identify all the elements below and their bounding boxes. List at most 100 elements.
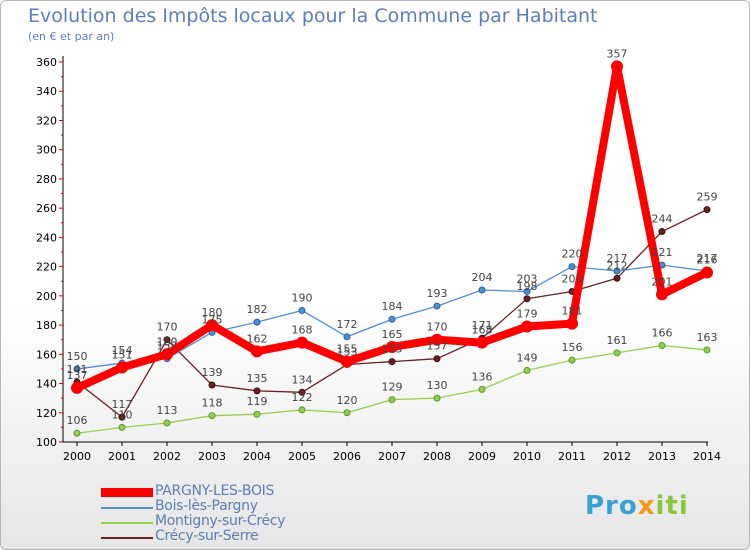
- data-point-crecy: [298, 388, 306, 396]
- data-label-pargny: 137: [67, 369, 88, 382]
- data-label-pargny: 180: [202, 306, 223, 319]
- data-point-montigny: [298, 406, 306, 414]
- data-point-pargny: [566, 317, 578, 330]
- data-point-montigny: [343, 409, 351, 417]
- data-label-crecy: 117: [112, 398, 133, 411]
- logo-text-x: x: [637, 491, 656, 521]
- data-label-pargny: 179: [517, 308, 538, 321]
- x-tick-label: 2014: [693, 450, 721, 463]
- data-point-bois: [568, 263, 576, 271]
- logo-text-p: Pro: [585, 491, 638, 521]
- data-label-montigny: 130: [427, 379, 448, 392]
- data-label-bois: 203: [517, 272, 538, 285]
- data-point-montigny: [658, 342, 666, 350]
- data-point-montigny: [568, 356, 576, 364]
- data-point-pargny: [341, 355, 353, 368]
- data-point-crecy: [433, 355, 441, 363]
- data-label-crecy: 139: [202, 366, 223, 379]
- y-tick-label: 340: [36, 85, 57, 98]
- legend-item-montigny: Montigny-sur-Crécy: [101, 513, 361, 530]
- data-point-bois: [73, 365, 81, 373]
- data-point-montigny: [208, 412, 216, 420]
- y-tick-label: 140: [36, 378, 57, 391]
- data-point-pargny: [251, 345, 263, 358]
- data-label-crecy: 135: [247, 372, 268, 385]
- data-label-bois: 220: [562, 248, 583, 261]
- x-tick-label: 2011: [558, 450, 586, 463]
- chart-title: Evolution des Impôts locaux pour la Comm…: [28, 5, 598, 27]
- data-label-montigny: 129: [382, 381, 403, 394]
- x-tick-label: 2002: [153, 450, 181, 463]
- data-point-bois: [343, 333, 351, 341]
- data-label-crecy: 171: [472, 319, 493, 332]
- x-tick-label: 2007: [378, 450, 406, 463]
- y-tick-label: 220: [36, 261, 57, 274]
- y-tick-label: 160: [36, 348, 57, 361]
- data-point-crecy: [253, 387, 261, 395]
- data-label-montigny: 118: [202, 397, 223, 410]
- x-tick-label: 2008: [423, 450, 451, 463]
- data-point-montigny: [613, 349, 621, 357]
- data-point-crecy: [388, 358, 396, 366]
- data-point-montigny: [253, 410, 261, 418]
- y-tick-label: 180: [36, 319, 57, 332]
- data-label-pargny: 201: [652, 275, 673, 288]
- data-point-crecy: [118, 413, 126, 421]
- legend-item-crecy: Crécy-sur-Serre: [101, 528, 361, 545]
- data-label-montigny: 119: [247, 395, 268, 408]
- x-tick-label: 2003: [198, 450, 226, 463]
- data-point-montigny: [703, 346, 711, 354]
- data-label-montigny: 122: [292, 391, 313, 404]
- data-label-crecy: 134: [292, 373, 313, 386]
- data-label-crecy: 203: [562, 272, 583, 285]
- data-point-crecy: [523, 295, 531, 303]
- x-tick-label: 2000: [63, 450, 91, 463]
- data-label-pargny: 162: [247, 332, 268, 345]
- data-point-bois: [388, 315, 396, 323]
- data-label-bois: 190: [292, 291, 313, 304]
- x-tick-label: 2009: [468, 450, 496, 463]
- data-label-bois: 221: [652, 246, 673, 259]
- chart-subtitle: (en € et par an): [28, 30, 115, 43]
- data-point-montigny: [118, 423, 126, 431]
- legend-label-montigny: Montigny-sur-Crécy: [155, 513, 286, 529]
- data-label-bois: 193: [427, 287, 448, 300]
- data-label-montigny: 166: [652, 327, 673, 340]
- x-tick-label: 2013: [648, 450, 676, 463]
- y-tick-label: 260: [36, 202, 57, 215]
- data-point-bois: [478, 286, 486, 294]
- y-tick-label: 320: [36, 114, 57, 127]
- legend-item-bois: Bois-lès-Pargny: [101, 498, 361, 515]
- data-label-crecy: 212: [607, 259, 628, 272]
- legend-swatch-crecy: [101, 537, 153, 539]
- y-tick-label: 300: [36, 144, 57, 157]
- data-point-bois: [433, 302, 441, 310]
- data-label-bois: 175: [202, 313, 223, 326]
- data-label-crecy: 244: [652, 213, 673, 226]
- legend-label-pargny: PARGNY-LES-BOIS: [155, 483, 275, 499]
- data-label-montigny: 110: [112, 408, 133, 421]
- y-tick-label: 280: [36, 173, 57, 186]
- data-label-pargny: 181: [562, 305, 583, 318]
- data-point-montigny: [73, 429, 81, 437]
- data-label-bois: 217: [607, 252, 628, 265]
- data-label-montigny: 136: [472, 370, 493, 383]
- data-point-montigny: [433, 394, 441, 402]
- data-label-montigny: 163: [697, 331, 718, 344]
- data-point-pargny: [206, 319, 218, 332]
- data-label-pargny: 357: [607, 47, 628, 60]
- data-point-pargny: [611, 60, 623, 73]
- data-label-pargny: 155: [337, 343, 358, 356]
- data-point-bois: [298, 306, 306, 314]
- x-tick-label: 2012: [603, 450, 631, 463]
- data-point-pargny: [386, 341, 398, 353]
- data-label-montigny: 113: [157, 404, 178, 417]
- x-tick-label: 2006: [333, 450, 361, 463]
- y-tick-label: 100: [36, 436, 57, 449]
- data-label-montigny: 120: [337, 394, 358, 407]
- data-label-crecy: 198: [517, 280, 538, 293]
- legend-label-bois: Bois-lès-Pargny: [155, 498, 258, 514]
- data-point-bois: [523, 287, 531, 295]
- data-label-crecy: 153: [337, 346, 358, 359]
